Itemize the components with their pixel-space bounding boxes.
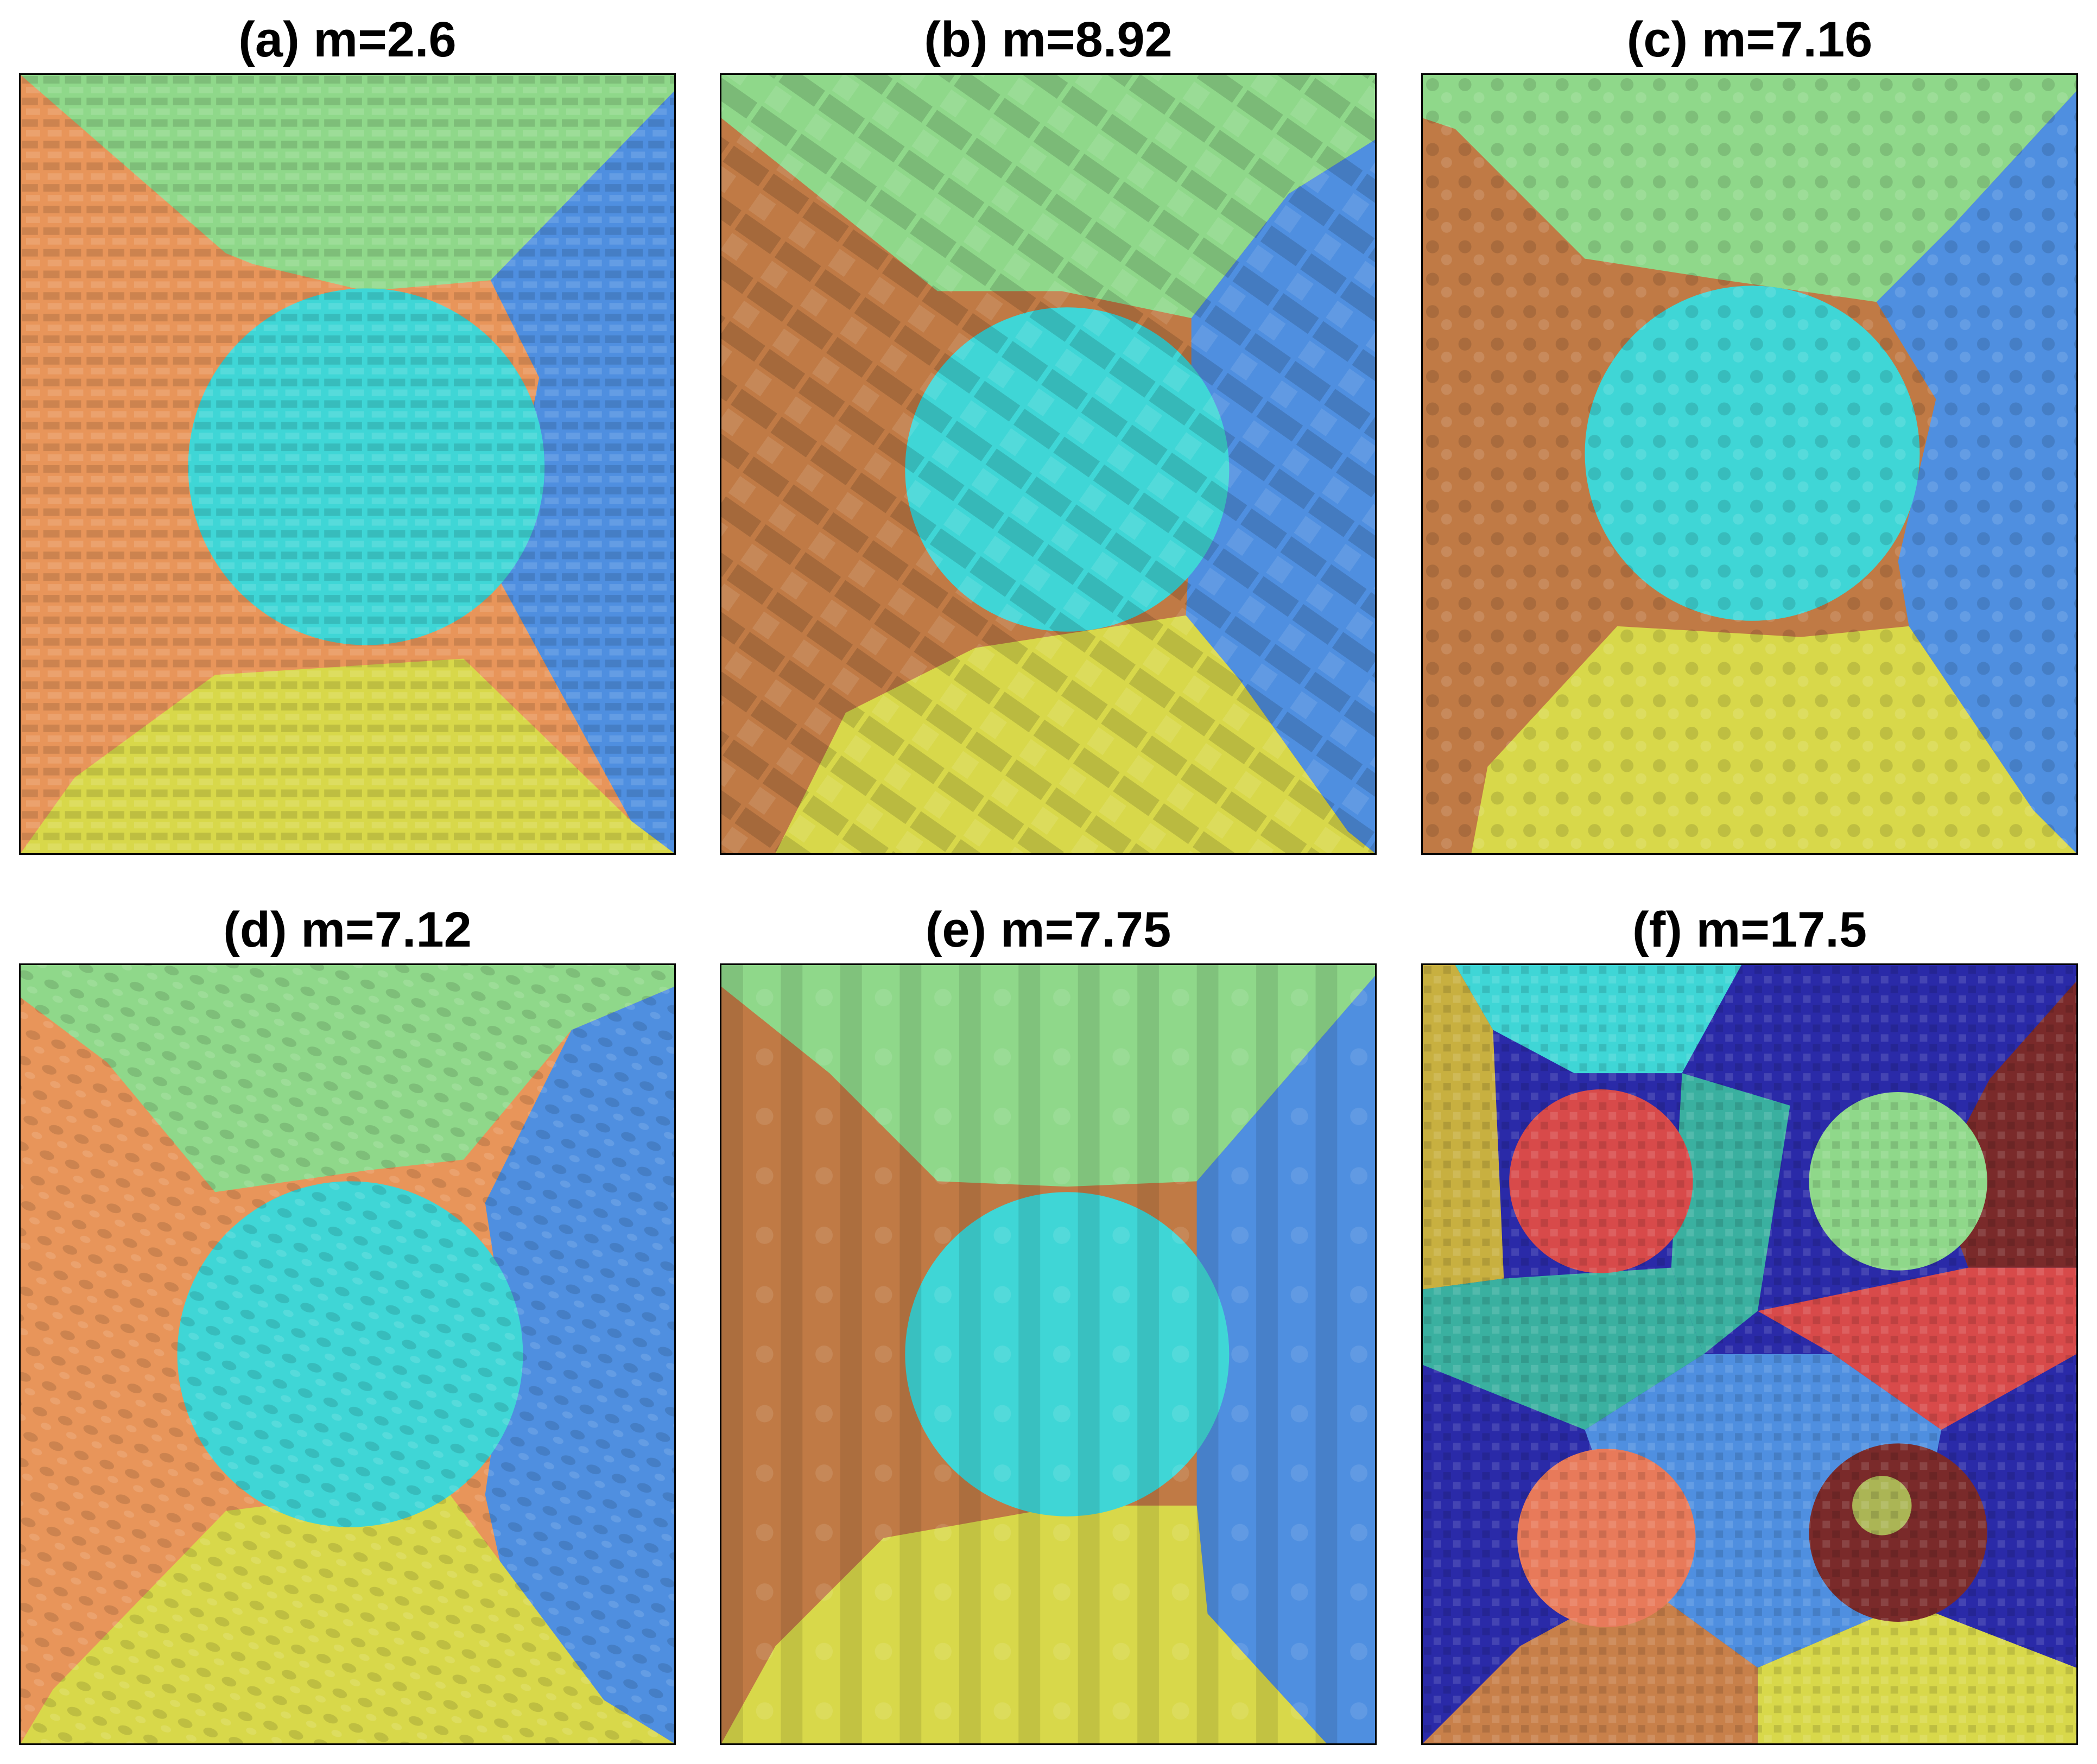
texture-overlay — [21, 965, 674, 1743]
panel-a-title: (a) m=2.6 — [238, 12, 457, 67]
panel-c-svg — [1423, 75, 2076, 853]
panel-d-title: (d) m=7.12 — [223, 902, 472, 957]
panel-e-segmentation-image — [720, 963, 1377, 1745]
panel-c-segmentation-image — [1421, 73, 2078, 855]
panel-f-title: (f) m=17.5 — [1632, 902, 1867, 957]
panel-e-title: (e) m=7.75 — [925, 902, 1171, 957]
texture-overlay — [721, 965, 1375, 1743]
panel-a-segmentation-image — [19, 73, 676, 855]
texture-overlay — [21, 75, 674, 853]
panel-f-svg — [1423, 965, 2076, 1743]
panel-b-svg — [721, 75, 1375, 853]
texture-overlay — [1423, 75, 2076, 853]
panel-b-segmentation-image — [720, 73, 1377, 855]
texture-overlay — [1423, 965, 2076, 1743]
panel-f-segmentation-image — [1421, 963, 2078, 1745]
texture-overlay — [721, 75, 1375, 853]
panel-e-svg — [721, 965, 1375, 1743]
panel-b-title: (b) m=8.92 — [924, 12, 1173, 67]
panel-a-svg — [21, 75, 674, 853]
panel-d-segmentation-image — [19, 963, 676, 1745]
panel-d-svg — [21, 965, 674, 1743]
panel-c-title: (c) m=7.16 — [1626, 12, 1873, 67]
